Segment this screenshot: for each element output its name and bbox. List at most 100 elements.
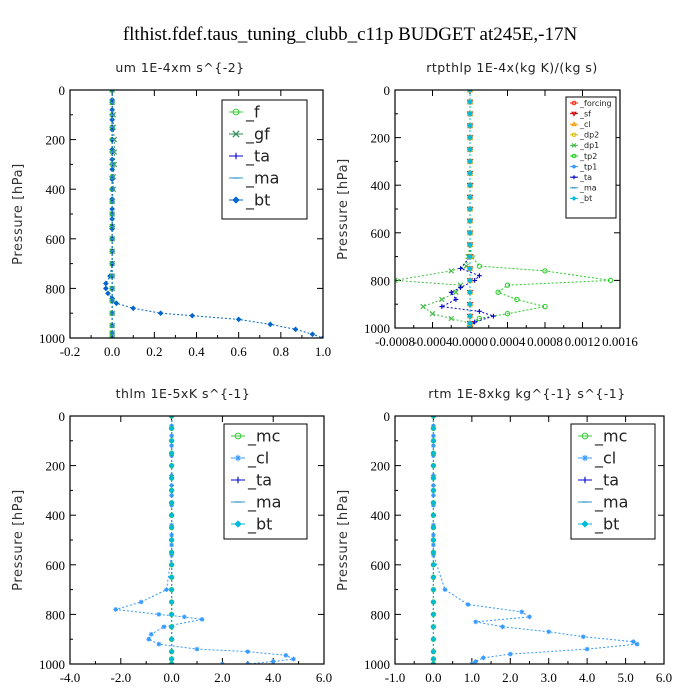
x-tick-label: 0.0000 xyxy=(452,334,488,349)
legend-label: _ma xyxy=(594,493,628,513)
data-point xyxy=(161,624,167,630)
data-point xyxy=(634,641,640,647)
series-dp1 xyxy=(395,90,473,328)
legend-marker xyxy=(234,476,242,484)
y-axis-label: Pressure [hPa] xyxy=(336,158,351,260)
plot-area xyxy=(430,416,640,664)
data-point xyxy=(580,634,586,640)
x-tick-label: 5.0 xyxy=(617,670,633,685)
x-tick-label: 6.0 xyxy=(316,670,332,685)
legend-entry: _ta xyxy=(570,173,592,182)
legend-entry: _ma xyxy=(229,169,279,189)
legend-entry: _ta xyxy=(578,471,619,491)
legend-entry: _mc xyxy=(231,427,280,447)
data-point xyxy=(168,549,175,556)
legend-marker xyxy=(571,121,577,127)
legend-label: _bt xyxy=(579,194,592,203)
data-point xyxy=(467,301,473,308)
legend-label: _dp2 xyxy=(579,131,599,140)
legend-label: _gf xyxy=(245,125,270,145)
data-point xyxy=(467,194,473,200)
legend-marker xyxy=(234,454,242,462)
series-bt xyxy=(430,416,437,664)
legend-label: _ta xyxy=(247,471,272,491)
data-point xyxy=(453,289,459,296)
data-point xyxy=(430,599,437,605)
data-point xyxy=(270,659,276,664)
data-point xyxy=(467,229,473,236)
data-point xyxy=(156,612,162,617)
data-point xyxy=(476,315,483,322)
legend-entry: _f xyxy=(229,103,260,123)
legend: _mc_cl_ta_ma_bt xyxy=(570,423,656,540)
plot-area xyxy=(395,90,614,328)
data-point xyxy=(168,487,175,494)
legend-label: _bt xyxy=(247,515,272,535)
data-point xyxy=(473,619,479,625)
x-tick-label: 4.0 xyxy=(579,670,595,685)
legend-marker xyxy=(232,152,240,160)
data-point xyxy=(430,636,437,643)
data-point xyxy=(320,335,323,338)
data-point xyxy=(130,305,137,312)
data-point xyxy=(430,416,437,419)
data-point xyxy=(448,289,454,295)
legend-entry: _cl xyxy=(231,449,269,469)
legend-entry: _forcing xyxy=(570,99,612,108)
y-tick-label: 800 xyxy=(46,607,66,622)
legend-marker xyxy=(572,164,576,169)
data-point xyxy=(309,331,316,338)
legend-marker xyxy=(232,130,240,138)
data-point xyxy=(527,614,532,620)
data-point xyxy=(584,646,590,652)
data-point xyxy=(442,587,448,592)
data-point xyxy=(430,611,437,618)
x-tick-label: -2.0 xyxy=(111,670,132,685)
legend-entry: _ta xyxy=(229,147,270,167)
y-tick-label: 400 xyxy=(46,508,66,523)
legend-entry: _ta xyxy=(231,471,272,491)
data-point xyxy=(458,266,464,271)
legend: _mc_cl_ta_ma_bt xyxy=(223,423,308,540)
legend-label: _ta xyxy=(594,471,619,491)
legend-label: _sf xyxy=(579,109,591,118)
y-tick-label: 0 xyxy=(59,409,66,424)
data-point xyxy=(467,218,473,224)
data-point xyxy=(146,636,152,642)
plot-frame xyxy=(69,89,324,339)
data-point xyxy=(430,648,437,655)
y-tick-label: 600 xyxy=(46,232,66,247)
data-point xyxy=(156,641,162,647)
y-tick-label: 0 xyxy=(384,409,391,424)
data-point xyxy=(103,285,109,292)
x-tick-label: 0.0004 xyxy=(490,334,526,349)
data-point xyxy=(472,319,478,325)
data-point xyxy=(168,636,175,643)
data-point xyxy=(168,462,175,469)
data-point xyxy=(467,206,473,212)
y-tick-label: 600 xyxy=(46,558,66,573)
data-point xyxy=(168,561,175,568)
legend-label: _mc xyxy=(594,427,627,447)
legend-entry: _bt xyxy=(231,515,272,535)
data-point xyxy=(519,609,525,615)
data-point xyxy=(420,303,426,310)
data-point xyxy=(169,532,174,538)
y-tick-label: 1000 xyxy=(364,657,390,672)
data-point xyxy=(431,532,436,538)
data-point xyxy=(439,304,445,309)
legend-label: _cl xyxy=(579,120,591,129)
x-tick-label: -1.0 xyxy=(385,670,406,685)
data-point xyxy=(467,325,473,328)
legend: _f_gf_ta_ma_bt xyxy=(221,99,308,220)
series-bt xyxy=(467,90,473,328)
y-tick-label: 600 xyxy=(371,226,391,241)
y-tick-label: 400 xyxy=(371,178,391,193)
y-tick-label: 400 xyxy=(46,182,66,197)
panel-title: thlm 1E-5xK s^{-1} xyxy=(116,386,251,401)
x-tick-label: -0.0004 xyxy=(412,334,453,349)
data-point xyxy=(103,280,109,287)
legend-entry: _ma xyxy=(231,493,281,513)
series-bt xyxy=(168,416,175,664)
data-point xyxy=(157,310,164,317)
